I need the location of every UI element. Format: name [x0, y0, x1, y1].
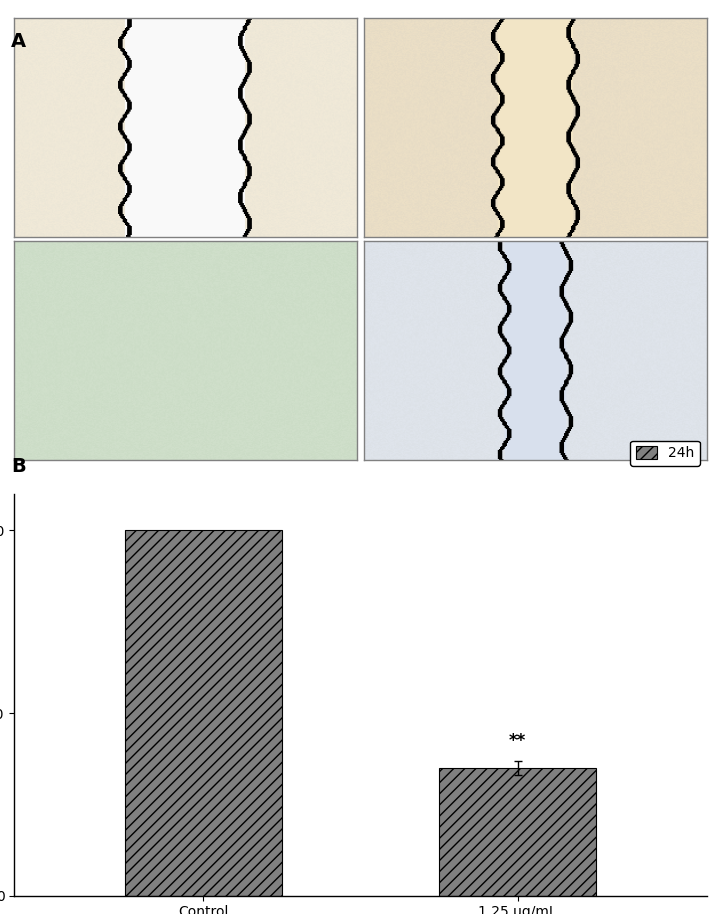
Bar: [125, 530, 282, 896]
Legend: 24h: 24h: [630, 441, 699, 466]
Bar: [439, 768, 596, 896]
Text: B: B: [11, 457, 25, 476]
Text: A: A: [11, 32, 26, 51]
Text: **: **: [509, 731, 526, 749]
